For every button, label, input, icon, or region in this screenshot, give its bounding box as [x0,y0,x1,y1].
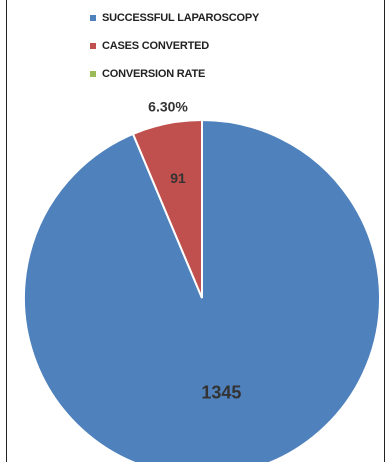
pie-slice-cases-converted [131,118,203,299]
legend-item-cases-converted: CASES CONVERTED [90,38,259,54]
legend-swatch-cases-converted [90,43,96,49]
data-label-cases-converted: 91 [170,170,186,186]
legend-item-conversion-rate: CONVERSION RATE [90,66,259,82]
legend-swatch-successful-laparoscopy [90,15,96,21]
legend-label: SUCCESSFUL LAPAROSCOPY [102,12,260,24]
legend-label: CASES CONVERTED [102,40,210,52]
legend-label: CONVERSION RATE [102,68,206,80]
legend-swatch-conversion-rate [90,71,96,77]
data-label-successful-laparoscopy: 1345 [201,383,241,403]
legend-item-successful-laparoscopy: SUCCESSFUL LAPAROSCOPY [90,10,259,26]
annotation-conversion-rate: 6.30% [148,98,188,114]
pie-slice-successful-laparoscopy [23,118,381,462]
chart-legend: SUCCESSFUL LAPAROSCOPY CASES CONVERTED C… [90,10,259,94]
